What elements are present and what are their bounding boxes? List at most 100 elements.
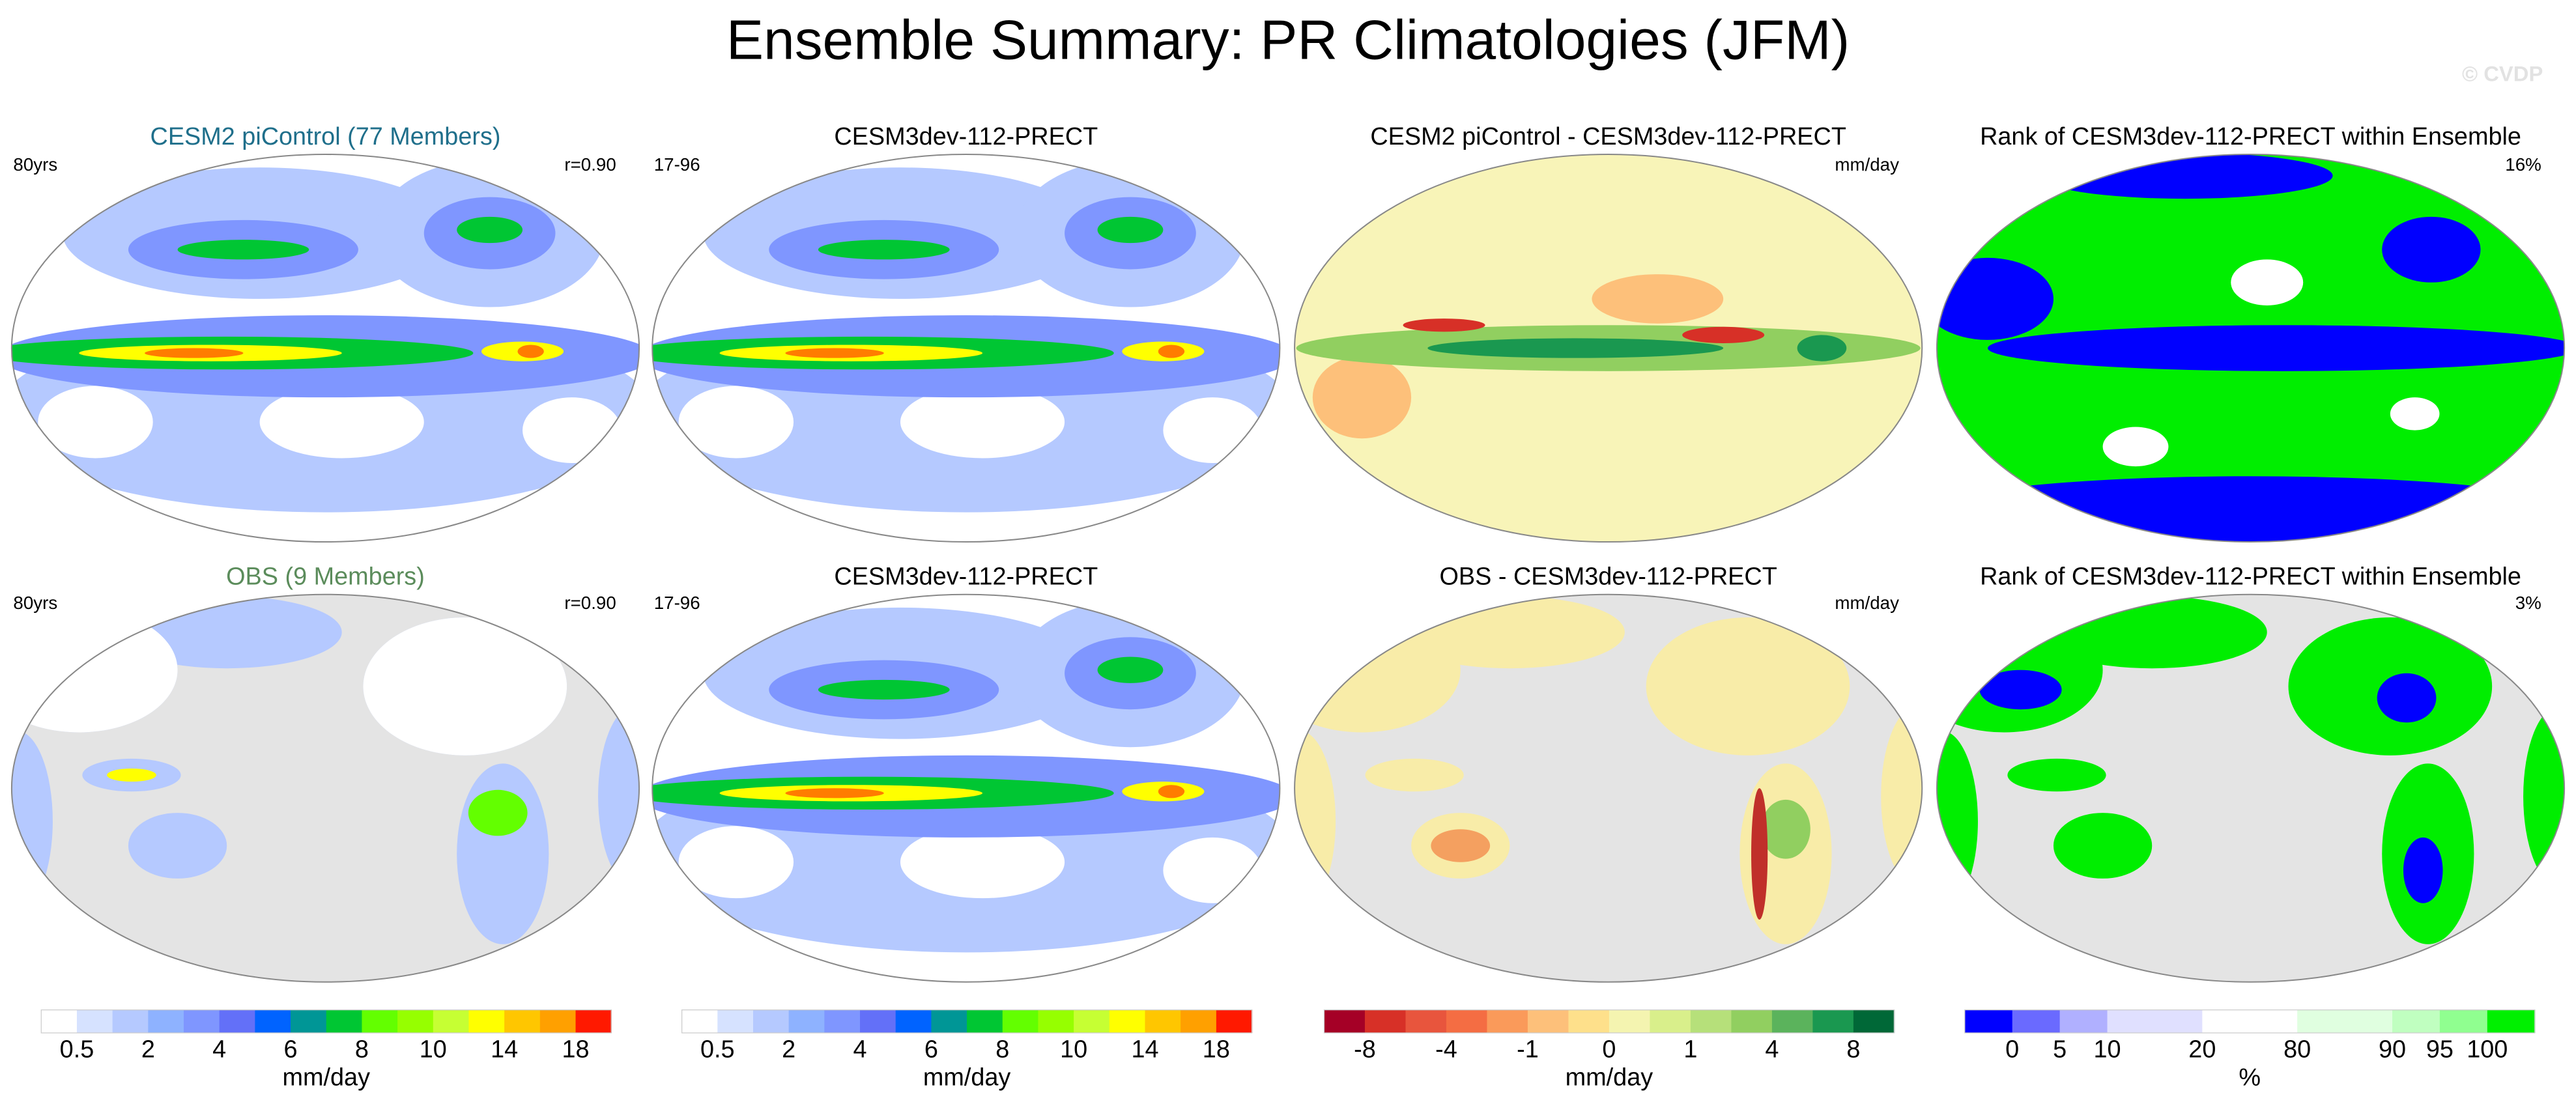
- colorbar-box: [1324, 1009, 1366, 1033]
- panel-title: Rank of CESM3dev-112-PRECT within Ensemb…: [1980, 563, 2521, 591]
- colorbar-label: -4: [1435, 1036, 1457, 1064]
- map-field: [1988, 325, 2565, 371]
- colorbar-label: 100: [2467, 1036, 2508, 1064]
- map-outline: [10, 153, 640, 543]
- map-field: [177, 240, 309, 260]
- colorbar-box: [575, 1009, 612, 1033]
- colorbar-box: [752, 1009, 790, 1033]
- map-field: [900, 386, 1065, 459]
- colorbar-box: [2059, 1009, 2108, 1033]
- colorbar-box: [291, 1009, 327, 1033]
- colorbar-box: [717, 1009, 754, 1033]
- panel-title: OBS - CESM3dev-112-PRECT: [1440, 563, 1777, 591]
- map-field: [2007, 758, 2106, 792]
- colorbar-box: [112, 1009, 149, 1033]
- colorbar-label: 6: [284, 1036, 298, 1064]
- colorbar-box: [967, 1009, 1003, 1033]
- panel-title: CESM2 piControl - CESM3dev-112-PRECT: [1370, 123, 1846, 150]
- map-field: [678, 386, 794, 459]
- map: [11, 594, 640, 982]
- colorbar-box: [2297, 1009, 2345, 1033]
- panel-title: CESM3dev-112-PRECT: [834, 123, 1098, 150]
- colorbar-label: -8: [1354, 1036, 1376, 1064]
- map-field: [900, 826, 1065, 899]
- panel-right-label: mm/day: [1835, 154, 1899, 175]
- colorbar-label: 0.5: [700, 1036, 735, 1064]
- colorbar-box: [1181, 1009, 1217, 1033]
- map-field: [107, 768, 156, 782]
- map-field: [128, 813, 227, 879]
- map-field: [2037, 596, 2267, 669]
- map-field: [1646, 617, 1850, 755]
- map: [1295, 154, 1923, 543]
- map: [652, 594, 1280, 982]
- colorbar-box: [931, 1009, 967, 1033]
- map-field: [2231, 259, 2304, 305]
- colorbar-box: [1446, 1009, 1488, 1033]
- colorbar-box: [219, 1009, 256, 1033]
- panel-left-label: 80yrs: [13, 593, 57, 613]
- map-field: [1365, 758, 1464, 792]
- map-field: [1158, 345, 1185, 358]
- colorbar-box: [1812, 1009, 1854, 1033]
- colorbar-box: [2487, 1009, 2536, 1033]
- map-field: [598, 706, 640, 887]
- map-field: [785, 348, 884, 358]
- panel-title: CESM3dev-112-PRECT: [834, 563, 1098, 591]
- colorbar-box: [2439, 1009, 2488, 1033]
- colorbar-box: [681, 1009, 719, 1033]
- map-field: [818, 679, 950, 700]
- map-outline: [651, 593, 1281, 983]
- colorbar-box: [1650, 1009, 1691, 1033]
- panel-title: Rank of CESM3dev-112-PRECT within Ensemb…: [1980, 123, 2521, 150]
- colorbar-box: [41, 1009, 78, 1033]
- colorbar-label: 80: [2283, 1036, 2311, 1064]
- map-field: [1427, 338, 1724, 358]
- map-field: [1431, 829, 1491, 862]
- panel-right-label: 3%: [2515, 593, 2541, 613]
- panel-right-label: r=0.90: [564, 593, 616, 613]
- map-field: [1403, 318, 1485, 332]
- map-field: [145, 348, 244, 358]
- map-field: [1394, 596, 1625, 669]
- map-field: [1682, 326, 1765, 343]
- colorbar-box: [2107, 1009, 2156, 1033]
- colorbar-label: 5: [2053, 1036, 2067, 1064]
- colorbar-frame: [681, 1009, 1253, 1034]
- map-field: [363, 617, 567, 755]
- colorbar-box: [1964, 1009, 2013, 1033]
- colorbar-label: 14: [491, 1036, 518, 1064]
- map-field: [1097, 656, 1164, 683]
- panel-right-label: 16%: [2505, 154, 2541, 175]
- colorbar-unit: mm/day: [283, 1064, 371, 1092]
- colorbar-box: [184, 1009, 220, 1033]
- colorbar-box: [1771, 1009, 1814, 1033]
- map-field: [259, 386, 424, 459]
- colorbar-label: -1: [1517, 1036, 1539, 1064]
- colorbar-box: [2345, 1009, 2393, 1033]
- map-outline: [10, 593, 640, 983]
- colorbar-box: [824, 1009, 861, 1033]
- map: [11, 154, 640, 543]
- colorbar-label: 4: [1765, 1036, 1779, 1064]
- colorbar-label: 8: [1846, 1036, 1860, 1064]
- map-field: [1797, 335, 1847, 361]
- panel-left-label: 17-96: [654, 154, 700, 175]
- map-field: [522, 397, 622, 464]
- map-field: [1295, 607, 1461, 733]
- map-field: [2037, 154, 2333, 199]
- colorbar-label: 10: [420, 1036, 447, 1064]
- colorbar-label: 0: [2005, 1036, 2019, 1064]
- colorbar-label: 18: [562, 1036, 589, 1064]
- map-field: [38, 386, 153, 459]
- colorbar-box: [1853, 1009, 1895, 1033]
- colorbar-box: [1002, 1009, 1039, 1033]
- map-field: [457, 216, 523, 244]
- colorbar-label: 8: [995, 1036, 1009, 1064]
- map-field: [1592, 274, 1724, 324]
- panel-left-label: 80yrs: [13, 154, 57, 175]
- colorbar-box: [433, 1009, 470, 1033]
- colorbar-frame: [1964, 1009, 2536, 1034]
- watermark: © CVDP: [2462, 62, 2543, 86]
